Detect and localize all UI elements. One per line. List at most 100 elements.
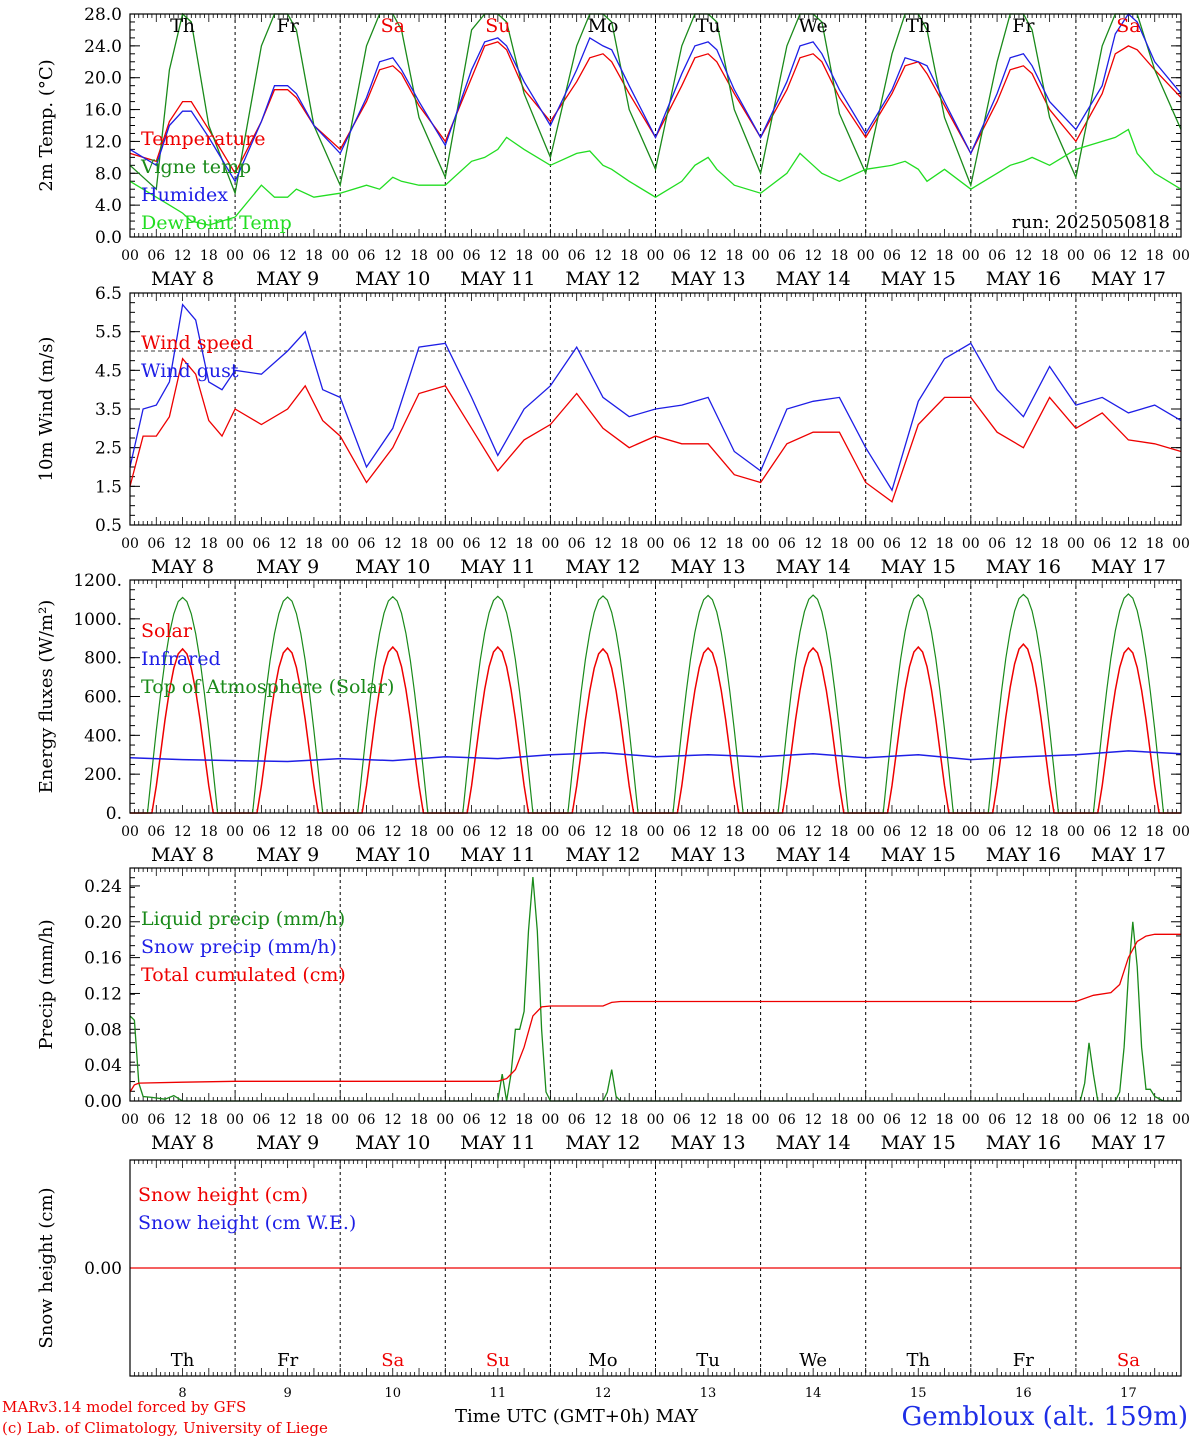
- hour-label: 18: [725, 1112, 743, 1128]
- date-label: MAY 11: [460, 556, 535, 578]
- hour-label: 12: [594, 248, 612, 264]
- hour-label: 06: [463, 1112, 481, 1128]
- day-name-top: Fr: [277, 15, 300, 37]
- hour-label: 18: [1041, 248, 1059, 264]
- hour-label: 18: [1041, 824, 1059, 840]
- y-tick-label: 8.0: [95, 164, 122, 184]
- y-axis-label: Energy fluxes (W/m²): [36, 600, 57, 794]
- hour-label: 00: [436, 248, 454, 264]
- series-line-solar: [130, 642, 1181, 814]
- day-name-bottom: Sa: [1117, 1350, 1140, 1371]
- day-name-top: Fr: [1012, 15, 1035, 37]
- legend-entry: Humidex: [141, 184, 228, 206]
- legend-entry: Snow height (cm): [138, 1184, 308, 1206]
- hour-label: 06: [252, 536, 270, 552]
- hour-label: 12: [1014, 536, 1032, 552]
- legend-entry: Wind speed: [141, 332, 253, 354]
- date-label: MAY 9: [256, 844, 319, 866]
- hour-label: 18: [831, 824, 849, 840]
- day-name-top: Th: [906, 15, 931, 37]
- hour-label: 12: [804, 248, 822, 264]
- day-number: 16: [1015, 1386, 1032, 1401]
- date-label: MAY 13: [670, 268, 745, 290]
- hour-label: 06: [252, 1112, 270, 1128]
- hour-label: 12: [384, 1112, 402, 1128]
- y-tick-label: 0.: [106, 804, 122, 824]
- date-label: MAY 11: [460, 1132, 535, 1154]
- hour-label: 06: [673, 824, 691, 840]
- hour-label: 18: [936, 824, 954, 840]
- day-number: 17: [1120, 1386, 1137, 1401]
- date-label: MAY 17: [1091, 556, 1166, 578]
- hour-label: 06: [673, 248, 691, 264]
- hour-label: 18: [831, 248, 849, 264]
- hour-label: 00: [647, 824, 665, 840]
- hour-label: 12: [384, 248, 402, 264]
- legend-entry: Snow height (cm W.E.): [138, 1212, 356, 1234]
- hour-label: 18: [410, 1112, 428, 1128]
- date-label: MAY 8: [151, 556, 214, 578]
- date-label: MAY 13: [670, 844, 745, 866]
- hour-label: 06: [883, 824, 901, 840]
- date-label: MAY 14: [776, 556, 851, 578]
- hour-label: 18: [936, 248, 954, 264]
- y-tick-label: 0.0: [95, 228, 122, 248]
- date-label: MAY 15: [881, 556, 956, 578]
- day-name-bottom: Tu: [696, 1350, 720, 1371]
- hour-label: 00: [752, 1112, 770, 1128]
- hour-label: 00: [752, 824, 770, 840]
- hour-label: 12: [174, 248, 192, 264]
- hour-label: 18: [515, 536, 533, 552]
- date-label: MAY 8: [151, 1132, 214, 1154]
- hour-label: 06: [673, 1112, 691, 1128]
- y-tick-label: 0.08: [84, 1020, 122, 1040]
- hour-label: 12: [489, 824, 507, 840]
- hour-label: 18: [620, 824, 638, 840]
- hour-label: 12: [489, 536, 507, 552]
- y-tick-label: 3.5: [95, 400, 122, 420]
- series-line-dewpoint-temp: [129, 128, 1182, 226]
- hour-label: 00: [226, 1112, 244, 1128]
- y-tick-label: 200.: [84, 765, 122, 785]
- y-tick-label: 0.16: [84, 949, 122, 969]
- hour-label: 18: [1146, 248, 1164, 264]
- hour-label: 18: [1041, 1112, 1059, 1128]
- hour-label: 12: [489, 1112, 507, 1128]
- y-tick-label: 0.04: [84, 1056, 122, 1076]
- hour-label: 00: [331, 1112, 349, 1128]
- date-label: MAY 12: [565, 268, 640, 290]
- hour-label: 00: [857, 1112, 875, 1128]
- hour-label: 12: [174, 536, 192, 552]
- panel-frame: [129, 867, 1182, 1102]
- hour-label: 12: [804, 824, 822, 840]
- date-label: MAY 10: [355, 1132, 430, 1154]
- hour-label: 18: [305, 248, 323, 264]
- day-number: 10: [384, 1386, 401, 1401]
- hour-label: 06: [988, 1112, 1006, 1128]
- hour-label: 06: [778, 1112, 796, 1128]
- hour-label: 12: [384, 536, 402, 552]
- day-name-bottom: Fr: [1013, 1350, 1034, 1371]
- y-tick-label: 6.5: [95, 284, 122, 304]
- legend-entry: Wind gust: [141, 360, 239, 382]
- hour-label: 18: [515, 1112, 533, 1128]
- day-name-bottom: We: [799, 1350, 827, 1371]
- legend-entry: Infrared: [141, 648, 221, 670]
- x-axis-month: MAY: [655, 1406, 699, 1427]
- y-tick-label: 0.00: [84, 1092, 122, 1112]
- hour-label: 18: [410, 824, 428, 840]
- hour-label: 12: [279, 536, 297, 552]
- hour-label: 18: [200, 248, 218, 264]
- hour-label: 06: [988, 536, 1006, 552]
- date-label: MAY 8: [151, 268, 214, 290]
- y-tick-label: 24.0: [84, 37, 122, 57]
- y-axis-label: 2m Temp. (°C): [36, 59, 57, 191]
- hour-label: 06: [1093, 536, 1111, 552]
- day-name-bottom: Fr: [277, 1350, 298, 1371]
- date-label: MAY 14: [776, 844, 851, 866]
- day-number: 15: [910, 1386, 927, 1401]
- legend-entry: Temperature: [141, 128, 265, 150]
- hour-label: 18: [620, 536, 638, 552]
- hour-label: 18: [200, 1112, 218, 1128]
- hour-label: 12: [594, 1112, 612, 1128]
